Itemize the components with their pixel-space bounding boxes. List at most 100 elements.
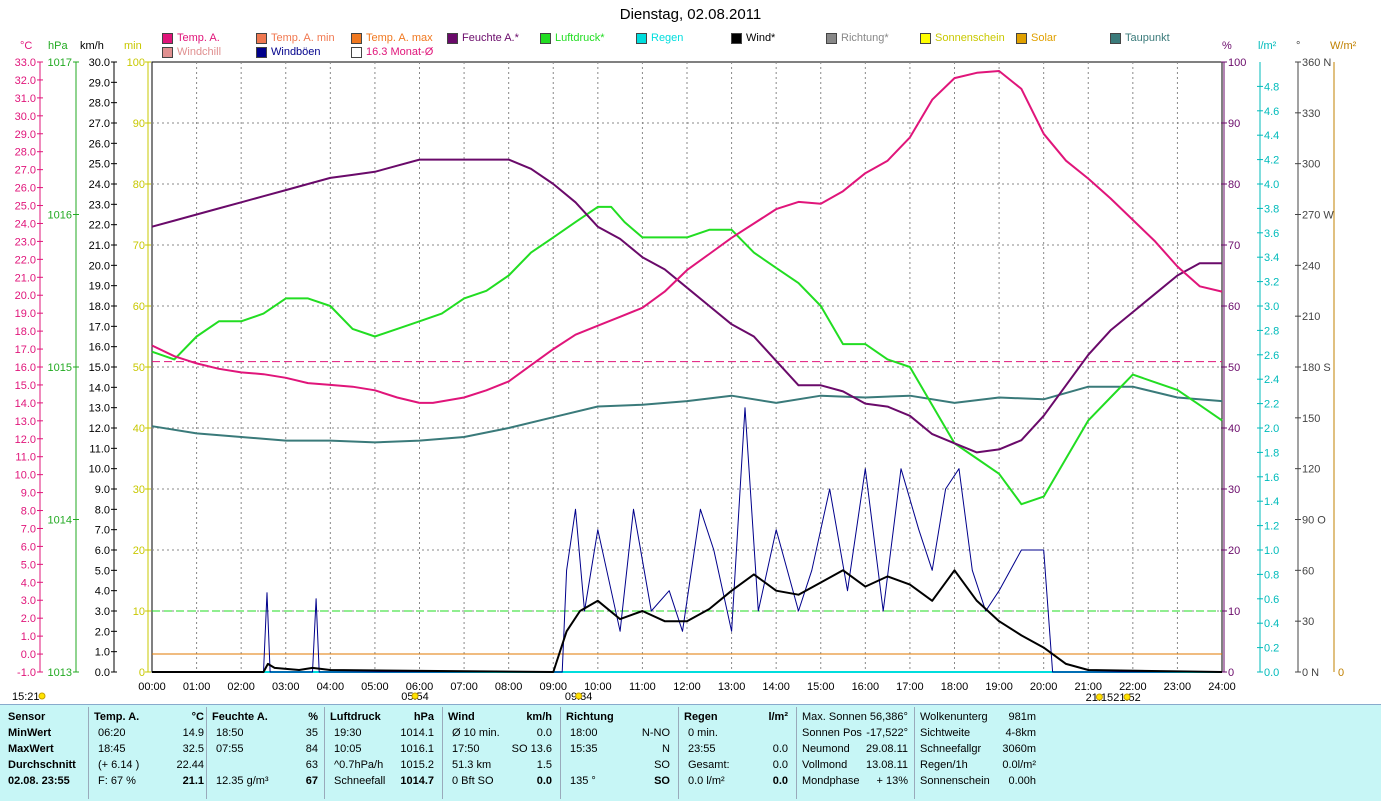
luftdruck-header: Luftdruck [330, 711, 381, 723]
direction-tick-label: 30 [1302, 616, 1314, 628]
wind-time: Ø 10 min. [452, 727, 500, 739]
stat-separator [88, 707, 89, 799]
legend-label: Wind* [746, 32, 776, 44]
pressure-tick-label: 1015 [48, 362, 72, 374]
direction-tick-label: 0 N [1302, 667, 1319, 679]
rain-tick-label: 4.0 [1264, 179, 1279, 191]
wind-value: SO 13.6 [511, 743, 552, 755]
feuchte-time: 07:55 [216, 743, 244, 755]
legend-swatch [351, 32, 362, 44]
legend-label: Regen [651, 32, 684, 44]
x-tick-label: 07:00 [450, 681, 478, 693]
wind-tick-label: 10.0 [89, 464, 110, 476]
x-tick-label: 21:00 [1074, 681, 1102, 693]
legend-swatch [920, 32, 931, 44]
legend-label: Luftdruck* [555, 32, 605, 44]
temp-tick-label: 19.0 [15, 308, 36, 320]
temp-time: (+ 6.14 ) [98, 759, 140, 771]
series-line-taupunkt [151, 385, 1223, 444]
wind-unit: km/h [526, 711, 552, 723]
wind-tick-label: 17.0 [89, 321, 110, 333]
x-tick-label: 02:00 [227, 681, 255, 693]
temp-tick-label: 18.0 [15, 326, 36, 338]
legend-swatch [731, 32, 742, 44]
x-tick-label: 17:00 [896, 681, 924, 693]
rain-tick-label: 4.8 [1264, 81, 1279, 93]
temp-tick-label: 11.0 [15, 452, 36, 464]
temp-value: 22.44 [176, 759, 204, 771]
wind-time: 0 Bft SO [452, 775, 494, 787]
direction-tick-label: 180 S [1302, 362, 1331, 374]
wolken-value: 981m [1008, 711, 1036, 723]
weather-chart: °C hPa km/h min% l/m² ° W/m² 00:00 01:00 02:00 03:… [12, 40, 1357, 704]
rain-tick-label: 0.8 [1264, 569, 1279, 581]
sun-tick-label: 50 [133, 362, 145, 374]
x-tick-label: 09:00 [539, 681, 567, 693]
rain-tick-label: 2.6 [1264, 350, 1279, 362]
axis-unit-min: min [124, 40, 142, 52]
temp-tick-label: 0.0 [21, 649, 36, 661]
luftdruck-time: 19:30 [334, 727, 362, 739]
rain-tick-label: 0.2 [1264, 643, 1279, 655]
feuchte-value: 63 [305, 759, 318, 771]
sun-icon [411, 692, 419, 700]
temp-tick-label: 7.0 [21, 523, 36, 535]
luftdruck-value: 1016.1 [400, 743, 434, 755]
rain-tick-label: 0.6 [1264, 594, 1279, 606]
sun-mark-label: 15:21 [12, 691, 40, 703]
wind-tick-label: 5.0 [95, 565, 110, 577]
legend-label: Temp. A. max [366, 32, 433, 44]
rain-tick-label: 2.2 [1264, 399, 1279, 411]
x-tick-label: 03:00 [272, 681, 300, 693]
x-tick-label: 20:00 [1030, 681, 1058, 693]
rain-tick-label: 1.0 [1264, 545, 1279, 557]
rain-tick-label: 0.0 [1264, 667, 1279, 679]
wind-tick-label: 9.0 [95, 484, 110, 496]
temp-tick-label: -1.0 [17, 667, 36, 679]
wind-tick-label: 14.0 [89, 382, 110, 394]
wind-header: Wind [448, 711, 475, 723]
legend-item: Feuchte A.* [447, 32, 519, 44]
stat-row-label: MinWert [8, 727, 52, 739]
humidity-tick-label: 100 [1228, 57, 1246, 69]
wind-tick-label: 4.0 [95, 586, 110, 598]
regen-header: Regen [684, 711, 718, 723]
temp-tick-label: 8.0 [21, 506, 36, 518]
sun-tick-label: 90 [133, 118, 145, 130]
rain-tick-label: 4.6 [1264, 106, 1279, 118]
x-tick-label: 12:00 [673, 681, 701, 693]
humidity-tick-label: 40 [1228, 423, 1240, 435]
regen-time: 0.0 l/m² [688, 775, 725, 787]
x-tick-label: 04:00 [317, 681, 345, 693]
richtung-value: SO [654, 759, 670, 771]
feuchte-time: 12.35 g/m³ [216, 775, 269, 787]
wolken-label: Regen/1h [920, 759, 968, 771]
x-tick-label: 00:00 [138, 681, 166, 693]
regen-value: 0.0 [772, 759, 788, 771]
wind-tick-label: 11.0 [89, 443, 110, 455]
series-line-wind [152, 569, 1223, 673]
sun-tick-label: 20 [133, 545, 145, 557]
temp-tick-label: 17.0 [15, 344, 36, 356]
humidity-tick-label: 30 [1228, 484, 1240, 496]
temp-time: F: 67 % [98, 775, 136, 787]
temp-tick-label: 3.0 [21, 595, 36, 607]
sun-icon [1095, 693, 1103, 701]
sun-tick-label: 70 [133, 240, 145, 252]
legend-item: Temp. A. [162, 32, 220, 44]
temp-tick-label: 13.0 [15, 416, 36, 428]
wolken-value: 0.00h [1008, 775, 1036, 787]
richtung-value: N-NO [641, 727, 670, 739]
direction-tick-label: 210 [1302, 311, 1320, 323]
sun-tick-label: 80 [133, 179, 145, 191]
legend-swatch [256, 46, 267, 58]
temp-tick-label: 4.0 [21, 577, 36, 589]
stat-separator [442, 707, 443, 799]
stat-row-label: MaxWert [8, 743, 54, 755]
stat-separator [206, 707, 207, 799]
temp-tick-label: 25.0 [15, 201, 36, 213]
temp-tick-label: 5.0 [21, 559, 36, 571]
wolken-label: Schneefallgr [920, 743, 982, 755]
sun-tick-label: 10 [133, 606, 145, 618]
wind-tick-label: 28.0 [89, 98, 110, 110]
